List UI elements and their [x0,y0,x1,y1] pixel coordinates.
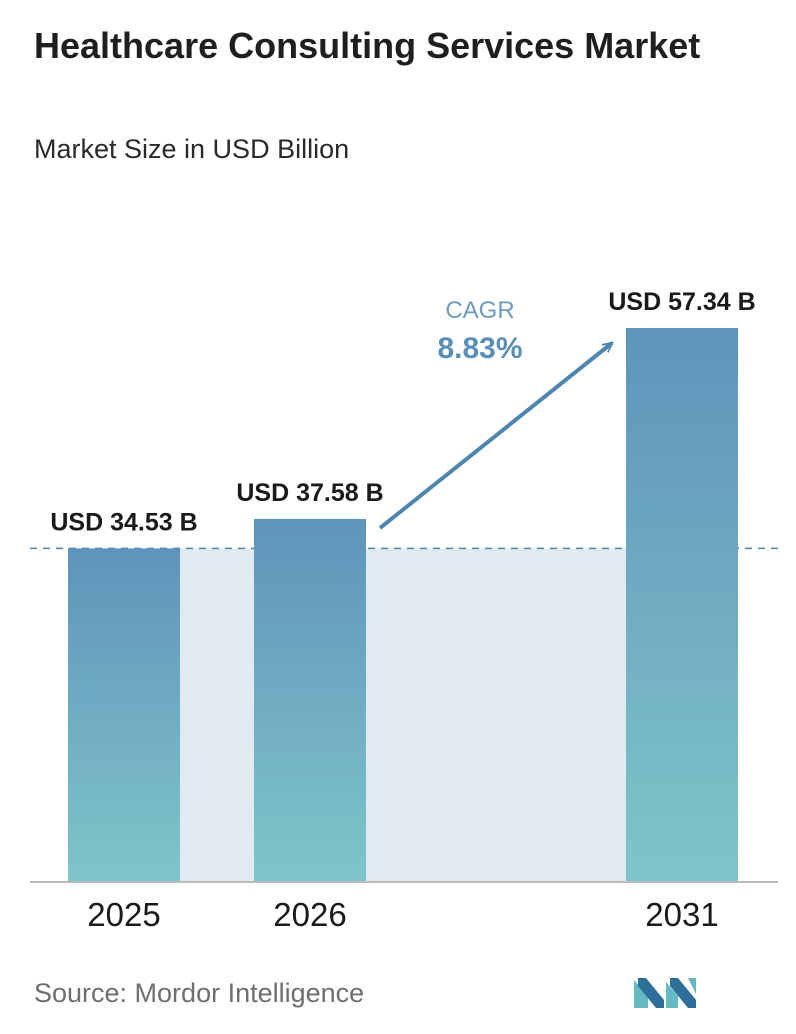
data-label-2026: USD 37.58 B [236,479,383,507]
data-label-2025: USD 34.53 B [50,508,197,536]
bar-chart: USD 34.53 B USD 37.58 B USD 57.34 B 2025 20… [30,288,780,933]
reference-band [180,548,254,882]
data-label-2031: USD 57.34 B [608,288,755,316]
reference-band [366,548,626,882]
x-tick-2031: 2031 [645,896,718,933]
cagr-label: CAGR [445,297,514,324]
x-tick-2025: 2025 [87,896,160,933]
chart-title: Healthcare Consulting Services Market [34,25,701,66]
x-tick-2026: 2026 [273,896,346,933]
bar-2031 [626,328,738,882]
chart-subtitle: Market Size in USD Billion [34,134,350,164]
cagr-arrow [378,343,612,530]
source-note: Source: Mordor Intelligence [34,978,365,1008]
cagr-value: 8.83% [437,332,522,365]
mordor-intelligence-logo [634,978,696,1008]
bar-2025 [68,548,180,882]
bar-2026 [254,518,366,882]
